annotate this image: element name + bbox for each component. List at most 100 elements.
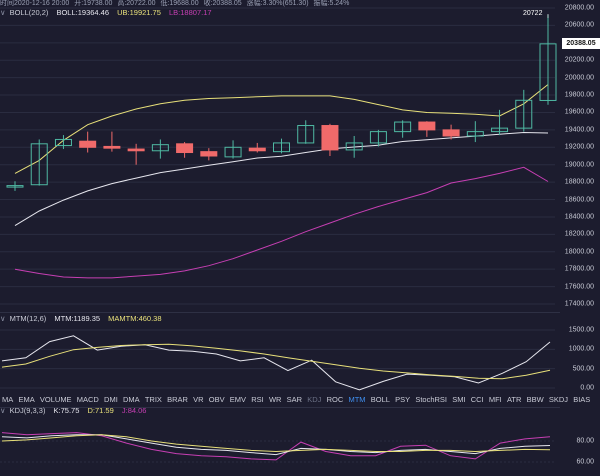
kdj-d-value: D:71.59 — [87, 406, 114, 415]
kdj-axis: 80.00 60.00 — [560, 410, 600, 476]
kdj-d-line — [1, 434, 551, 453]
candles — [6, 14, 557, 191]
candle-up — [273, 142, 290, 153]
tab-mtm[interactable]: MTM — [348, 395, 366, 404]
chevron-down-icon[interactable]: ∨ — [0, 314, 6, 323]
kdj-lines — [1, 432, 551, 461]
last-price-badge: 20388.05 — [562, 38, 600, 49]
tab-bbw[interactable]: BBW — [526, 395, 544, 404]
tab-macd[interactable]: MACD — [76, 395, 99, 404]
mtm-axis: 1500.00 1000.00 500.00 0.00 — [560, 315, 600, 395]
candle-up — [539, 43, 557, 101]
price-tick-label: 18200.00 — [564, 230, 594, 238]
boll-lines — [14, 84, 549, 279]
tab-dma[interactable]: DMA — [122, 395, 140, 404]
price-tick-label: 18600.00 — [564, 196, 594, 204]
boll-lb-value: LB:18807.17 — [169, 8, 212, 17]
tab-stochrsi[interactable]: StochRSI — [415, 395, 447, 404]
candle-down — [200, 151, 218, 157]
tab-kdj[interactable]: KDJ — [307, 395, 322, 404]
price-tick-label: 20200.00 — [564, 56, 594, 64]
tab-ema[interactable]: EMA — [18, 395, 35, 404]
kdj-j-line — [1, 432, 551, 461]
pane-separator — [0, 407, 560, 408]
mtm-title: MTM(12,6) — [9, 314, 47, 323]
tab-smi[interactable]: SMI — [452, 395, 466, 404]
price-tick-label: 19000.00 — [564, 161, 594, 169]
candle-down — [176, 143, 194, 154]
tab-roc[interactable]: ROC — [326, 395, 344, 404]
candle-down — [103, 145, 121, 149]
candle-up — [297, 125, 315, 144]
tab-cci[interactable]: CCI — [470, 395, 484, 404]
tab-dmi[interactable]: DMI — [104, 395, 118, 404]
boll-mid-line — [14, 131, 549, 227]
tab-trix[interactable]: TRIX — [144, 395, 162, 404]
info-high: 高:20722.00 — [117, 0, 156, 7]
chevron-down-icon[interactable]: ∨ — [0, 406, 6, 415]
info-change: 涨幅:3.30%(651.30) — [246, 0, 309, 7]
price-axis: 20800.0020600.0020400.0020200.0020000.00… — [560, 0, 600, 315]
boll-upper-line — [14, 84, 549, 174]
tab-psy[interactable]: PSY — [395, 395, 411, 404]
kdj-k-value: K:75.75 — [53, 406, 80, 415]
mtm-tick-label: 500.00 — [572, 365, 594, 373]
tab-boll[interactable]: BOLL — [370, 395, 390, 404]
price-tick-label: 20800.00 — [564, 4, 594, 12]
candle-up — [224, 146, 242, 158]
price-tick-label: 19800.00 — [564, 91, 594, 99]
tab-volume[interactable]: VOLUME — [39, 395, 72, 404]
candle-down — [127, 148, 145, 152]
candle-up — [30, 143, 48, 186]
pane-separator — [0, 312, 560, 313]
tab-emv[interactable]: EMV — [229, 395, 247, 404]
tab-obv[interactable]: OBV — [208, 395, 225, 404]
tab-vr[interactable]: VR — [193, 395, 204, 404]
boll-lower-line — [14, 166, 549, 279]
kdj-title: KDJ(9,3,3) — [9, 406, 46, 415]
mtm-value: MTM:1189.35 — [54, 314, 101, 323]
candle-up — [515, 99, 533, 129]
tab-sar[interactable]: SAR — [286, 395, 303, 404]
candle-up — [151, 144, 169, 152]
kdj-j-value: J:84.06 — [121, 406, 147, 415]
mtm-grid — [0, 329, 555, 389]
price-tick-label: 20600.00 — [564, 21, 594, 29]
ohlc-info-bar: 时间2020-12-16 20:00 开:19738.00 高:20722.00… — [0, 0, 560, 8]
candle-down — [418, 121, 436, 131]
candle-up — [466, 131, 484, 137]
indicator-tabs: MA EMA VOLUME MACD DMI DMA TRIX BRAR VR OBV EMV RSI… — [0, 393, 590, 407]
kdj-tick-label: 80.00 — [576, 437, 594, 445]
chevron-down-icon[interactable]: ∨ — [0, 8, 6, 17]
mtm-legend: ∨ MTM(12,6) MTM:1189.35 MAMTM:460.38 — [0, 313, 168, 325]
price-grid — [0, 7, 555, 305]
price-tick-label: 18800.00 — [564, 178, 594, 186]
tab-rsi[interactable]: RSI — [251, 395, 264, 404]
tab-brar[interactable]: BRAR — [167, 395, 188, 404]
candle-up — [345, 142, 363, 151]
tab-atr[interactable]: ATR — [506, 395, 522, 404]
price-tick-label: 17600.00 — [564, 283, 594, 291]
mamtm-line — [1, 343, 551, 380]
tab-bias[interactable]: BIAS — [573, 395, 591, 404]
tab-ma[interactable]: MA — [2, 395, 14, 404]
mtm-tick-label: 1000.00 — [568, 345, 594, 353]
mtm-lines — [1, 335, 551, 391]
price-tick-label: 20000.00 — [564, 74, 594, 82]
tab-mfi[interactable]: MFI — [488, 395, 502, 404]
candle-down — [248, 147, 266, 152]
mtm-tick-label: 1500.00 — [568, 326, 594, 334]
candle-down — [321, 125, 339, 151]
kdj-legend: ∨ KDJ(9,3,3) K:75.75 D:71.59 J:84.06 — [0, 405, 152, 417]
tab-wr[interactable]: WR — [268, 395, 282, 404]
kdj-tick-label: 60.00 — [576, 458, 594, 466]
info-date: 时间2020-12-16 20:00 — [0, 0, 70, 7]
boll-title: BOLL(20,2) — [9, 8, 49, 17]
info-amplitude: 振幅:5.24% — [313, 0, 350, 7]
price-tick-label: 19600.00 — [564, 108, 594, 116]
boll-value: BOLL:19364.46 — [56, 8, 110, 17]
tab-skdj[interactable]: SKDJ — [548, 395, 569, 404]
price-tick-label: 18400.00 — [564, 213, 594, 221]
candle-down — [442, 129, 460, 137]
